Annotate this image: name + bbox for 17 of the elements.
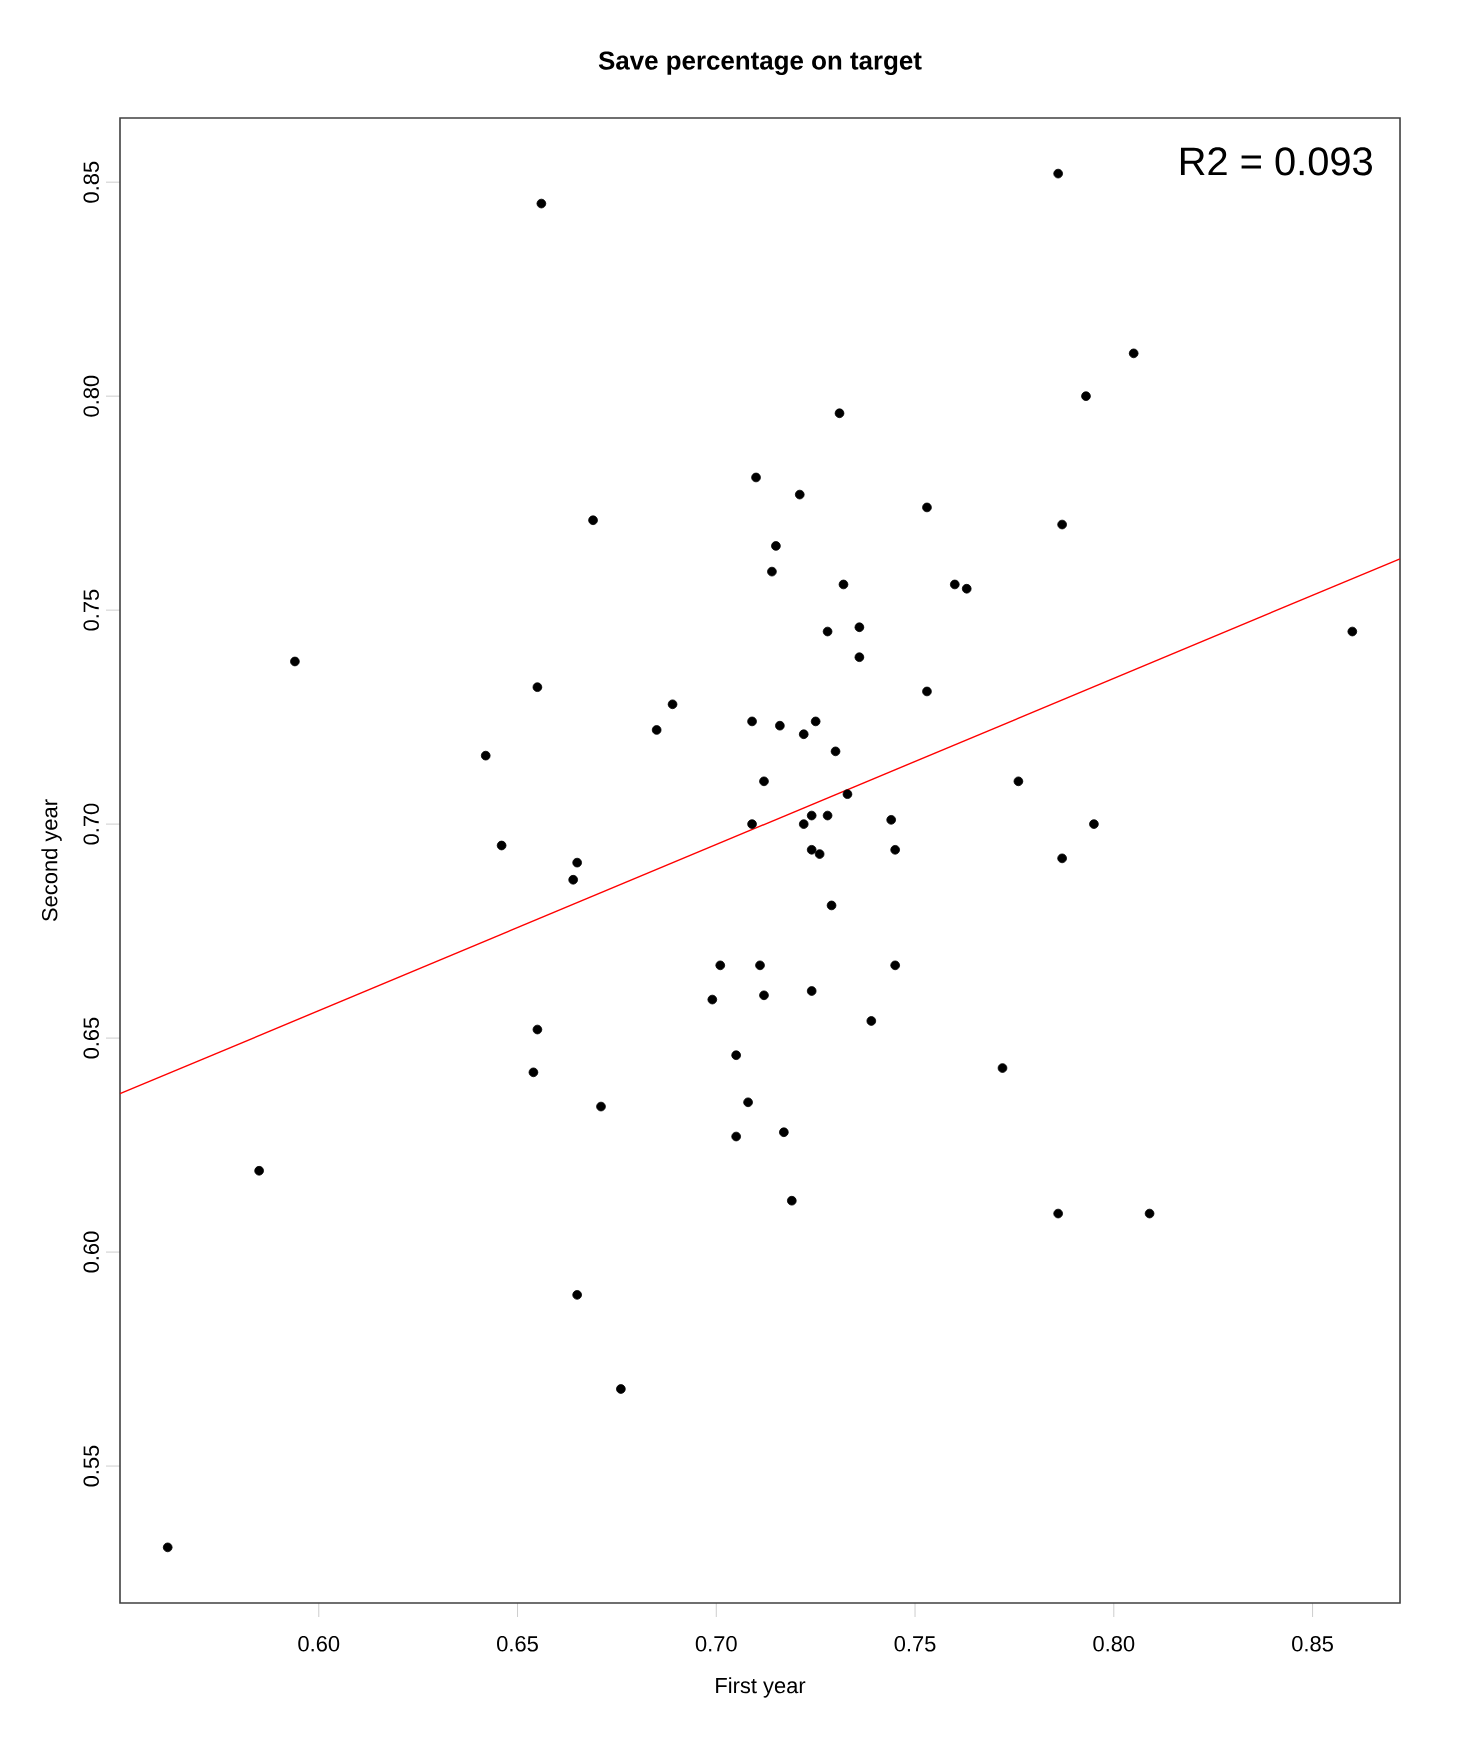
x-tick-label: 0.70 bbox=[695, 1636, 737, 1652]
y-tick-label: 0.80 bbox=[83, 375, 99, 417]
y-tick-label: 0.75 bbox=[83, 589, 99, 631]
x-axis-title: First year bbox=[716, 1677, 806, 1698]
x-tick-label: 0.65 bbox=[497, 1636, 538, 1652]
y-axis-title: Second year bbox=[41, 799, 62, 922]
y-tick-label: 0.60 bbox=[83, 1231, 99, 1273]
y-tick-label: 0.55 bbox=[83, 1445, 99, 1487]
x-tick-label: 0.60 bbox=[298, 1636, 340, 1652]
y-tick-label: 0.85 bbox=[83, 161, 99, 203]
y-tick-label: 0.70 bbox=[83, 803, 99, 845]
annotation: R2 = 0.093 bbox=[1180, 147, 1372, 176]
x-tick-label: 0.85 bbox=[1292, 1636, 1333, 1652]
x-tick-label: 0.80 bbox=[1093, 1636, 1135, 1652]
x-tick-label: 0.75 bbox=[894, 1636, 936, 1652]
chart-title: Save percentage on target bbox=[598, 51, 922, 75]
y-tick-label: 0.65 bbox=[83, 1017, 99, 1059]
